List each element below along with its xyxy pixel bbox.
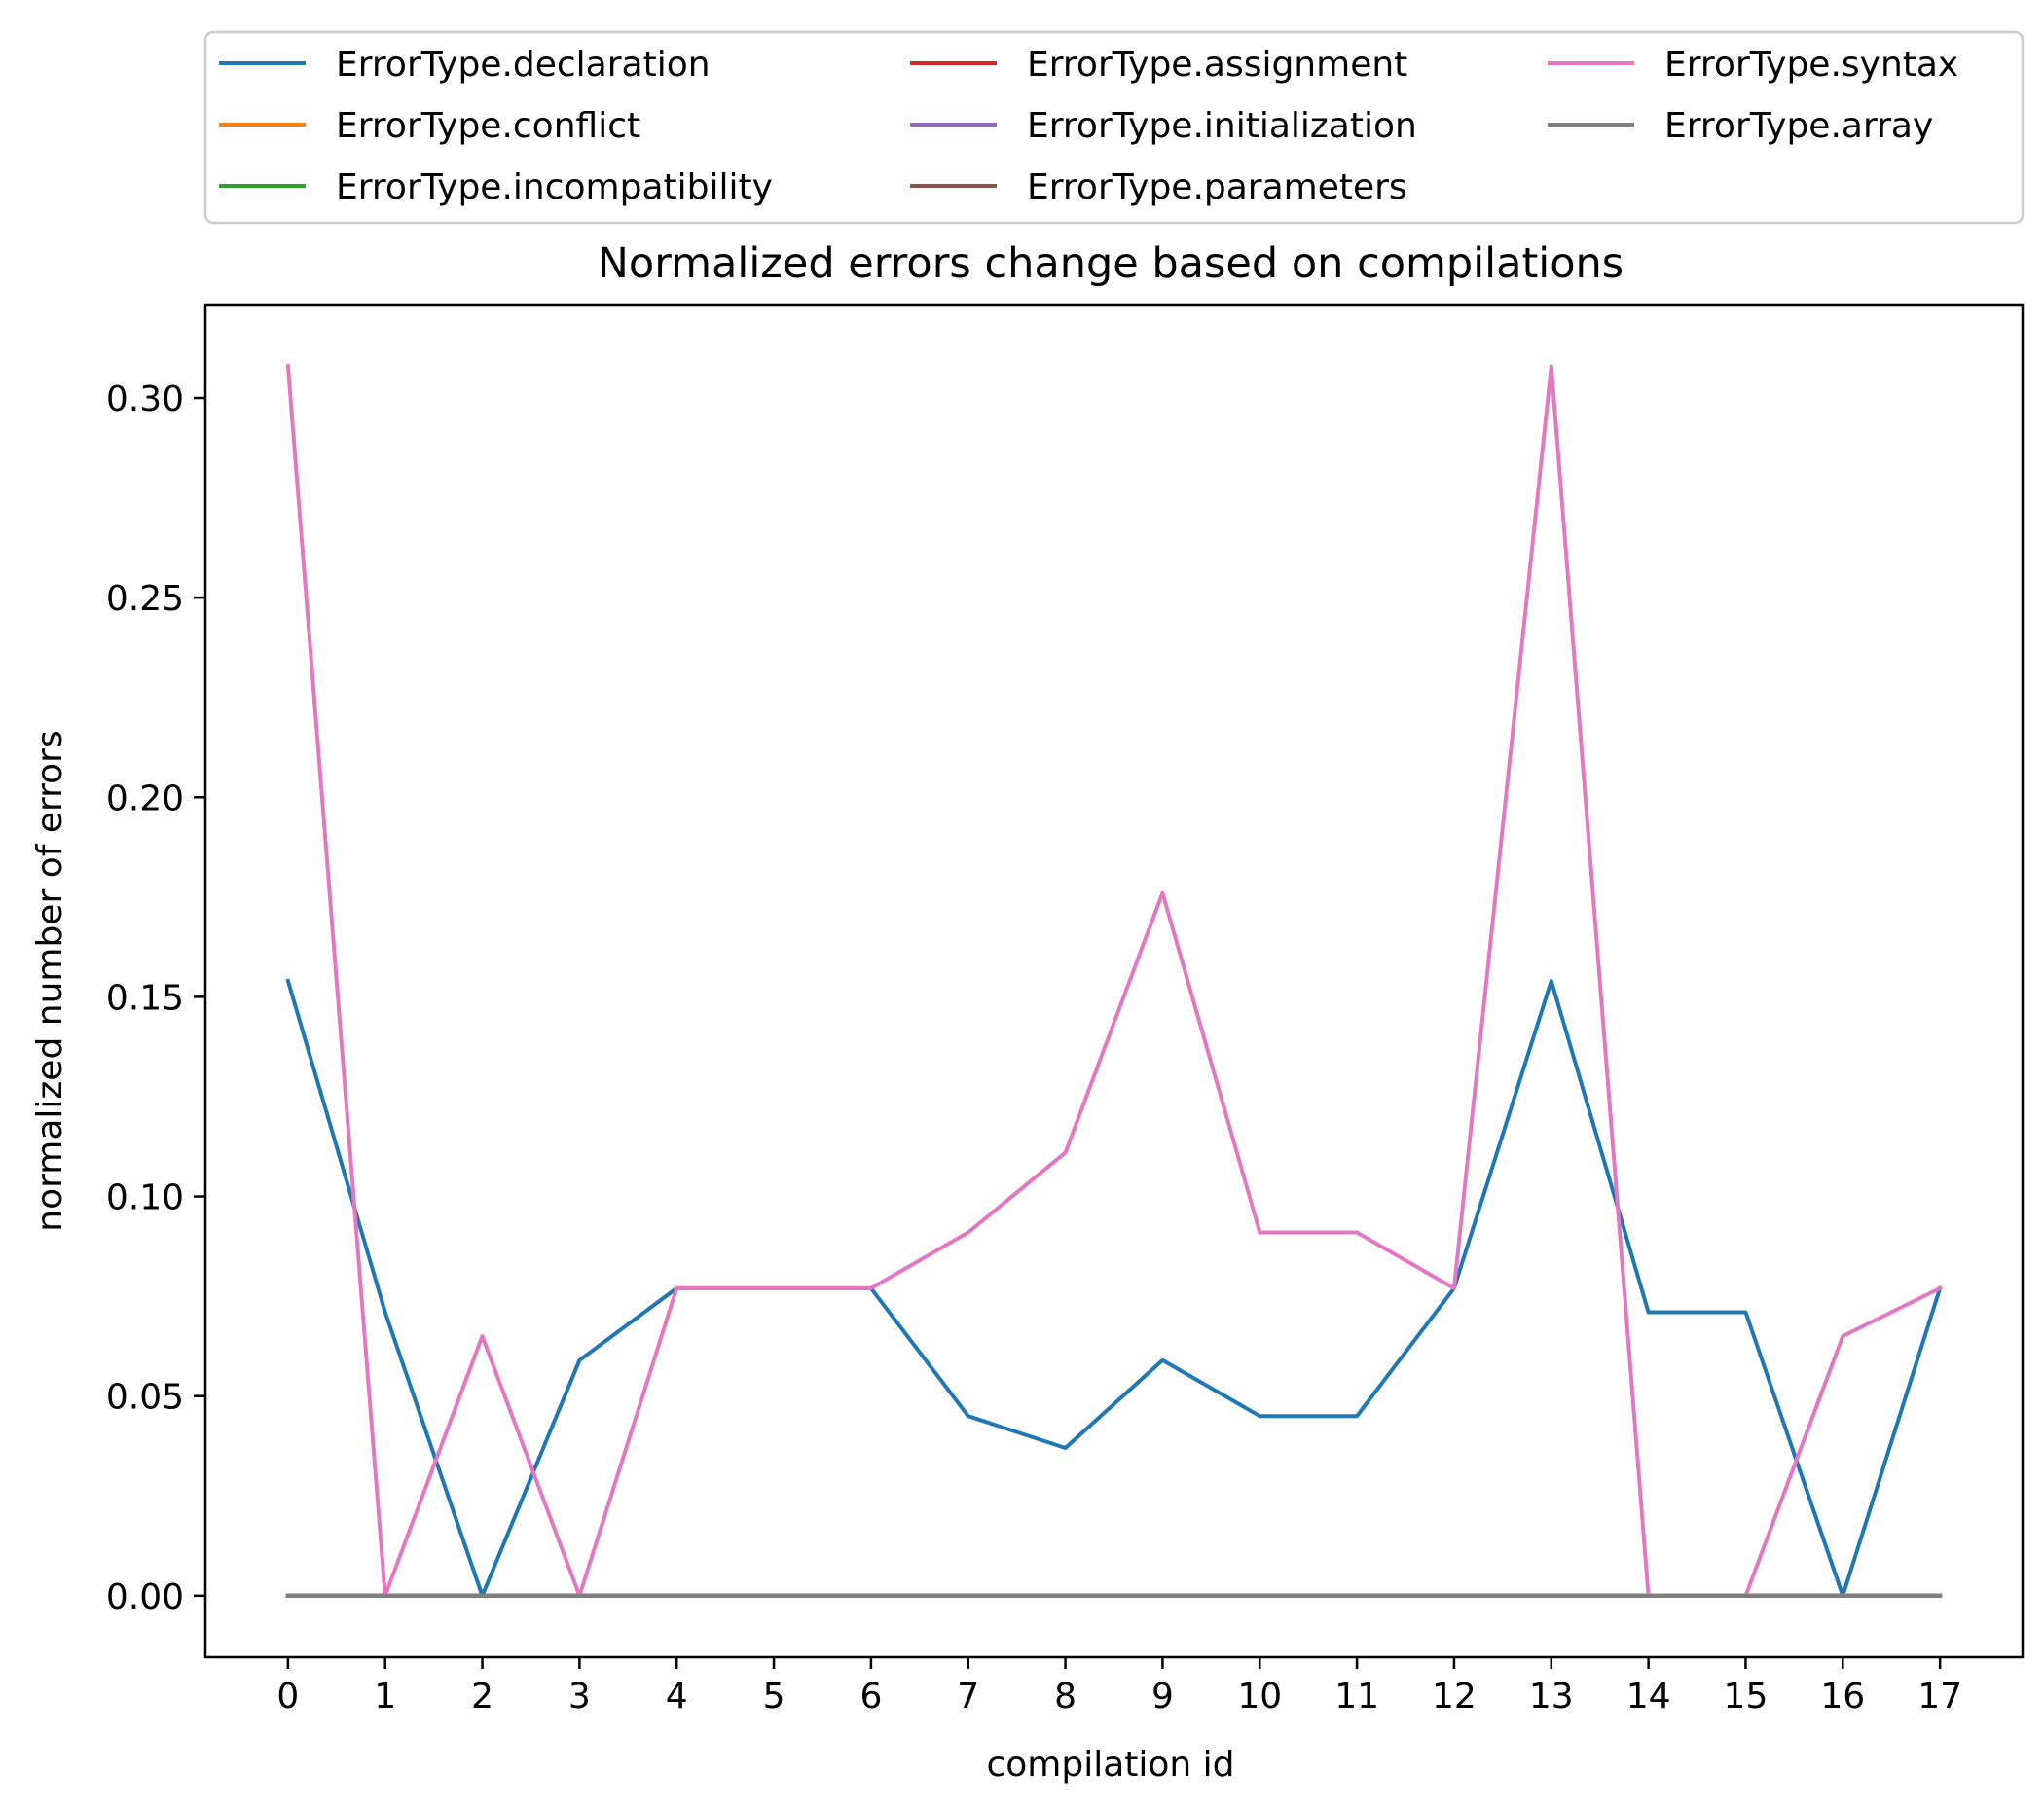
y-tick-label: 0.30 [106,380,184,419]
legend-label: ErrorType.conflict [336,106,640,146]
x-tick-label: 4 [666,1677,688,1717]
x-tick-label: 6 [859,1677,882,1717]
legend-label: ErrorType.initialization [1027,106,1417,146]
legend-label: ErrorType.parameters [1027,167,1407,207]
legend-label: ErrorType.incompatibility [336,167,773,207]
x-tick-label: 8 [1054,1677,1077,1717]
x-tick-label: 1 [374,1677,396,1717]
x-tick-label: 16 [1820,1677,1865,1717]
series-layer [285,364,1943,1598]
x-tick-label: 13 [1529,1677,1574,1717]
chart-title: Normalized errors change based on compil… [598,239,1624,288]
x-tick-label: 0 [276,1677,299,1717]
y-tick-label: 0.05 [106,1378,184,1418]
y-axis: 0.00 0.05 0.10 0.15 0.20 0.25 0.30 [106,380,205,1617]
x-axis-label: compilation id [986,1745,1234,1785]
y-tick-label: 0.00 [106,1577,184,1617]
series-line-declaration [285,978,1943,1598]
x-tick-label: 10 [1237,1677,1282,1717]
x-tick-label: 2 [471,1677,493,1717]
x-tick-label: 5 [763,1677,785,1717]
legend: ErrorType.declaration ErrorType.conflict E… [203,30,2025,225]
x-tick-label: 11 [1334,1677,1379,1717]
legend-label: ErrorType.declaration [336,45,711,85]
y-tick-label: 0.15 [106,978,184,1018]
x-axis: 0 1 2 3 4 5 6 7 8 9 10 11 12 13 14 15 16 17 [276,1657,1962,1717]
x-tick-label: 3 [568,1677,591,1717]
x-tick-label: 7 [957,1677,979,1717]
y-tick-label: 0.10 [106,1178,184,1218]
x-tick-label: 12 [1432,1677,1477,1717]
x-tick-label: 14 [1626,1677,1671,1717]
x-tick-label: 9 [1151,1677,1174,1717]
y-axis-label: normalized number of errors [30,730,70,1231]
legend-label: ErrorType.syntax [1664,45,1958,85]
legend-label: ErrorType.assignment [1027,45,1407,85]
x-tick-label: 15 [1724,1677,1769,1717]
y-tick-label: 0.20 [106,778,184,818]
plot-frame [203,303,2025,1659]
x-tick-label: 17 [1917,1677,1962,1717]
legend-label: ErrorType.array [1664,106,1933,146]
y-tick-label: 0.25 [106,579,184,619]
